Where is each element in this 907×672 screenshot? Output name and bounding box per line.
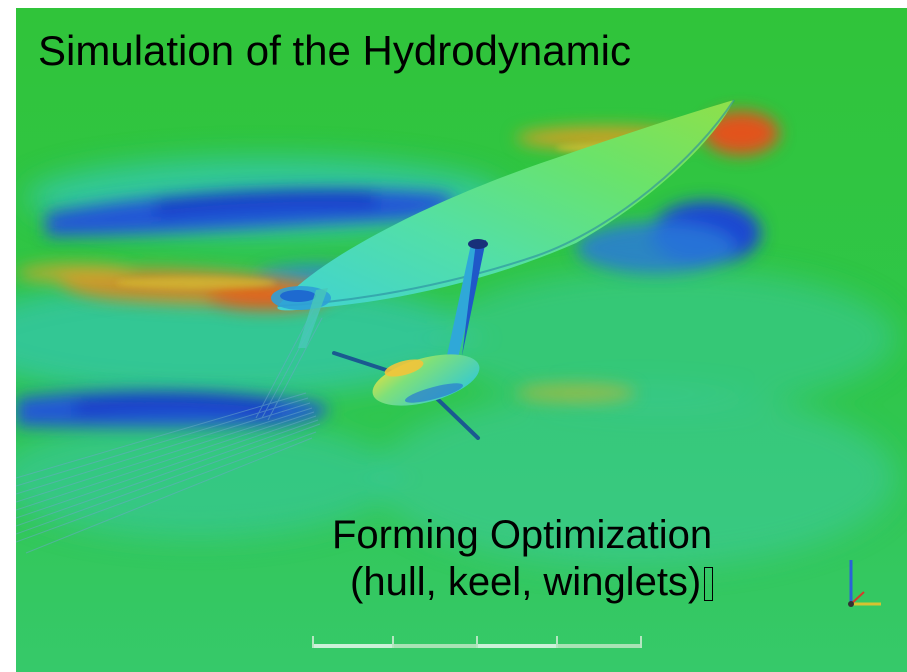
keel-bulb — [372, 354, 480, 406]
caption-line-2: (hull, keel, winglets) — [350, 560, 714, 604]
caption-line-1: Forming Optimization — [332, 513, 713, 557]
keel — [446, 239, 488, 360]
rudder — [298, 288, 328, 348]
caption-line-2-text: (hull, keel, winglets) — [350, 560, 702, 604]
flow-field-render — [16, 8, 907, 672]
simulation-image — [16, 8, 907, 672]
streamlines — [16, 307, 323, 554]
axis-triad-icon — [848, 560, 881, 607]
missing-glyph-box — [704, 567, 714, 601]
slide-title: Simulation of the Hydrodynamic — [38, 27, 631, 74]
cyan-wake-regions — [16, 158, 896, 568]
scale-bar — [312, 636, 642, 648]
